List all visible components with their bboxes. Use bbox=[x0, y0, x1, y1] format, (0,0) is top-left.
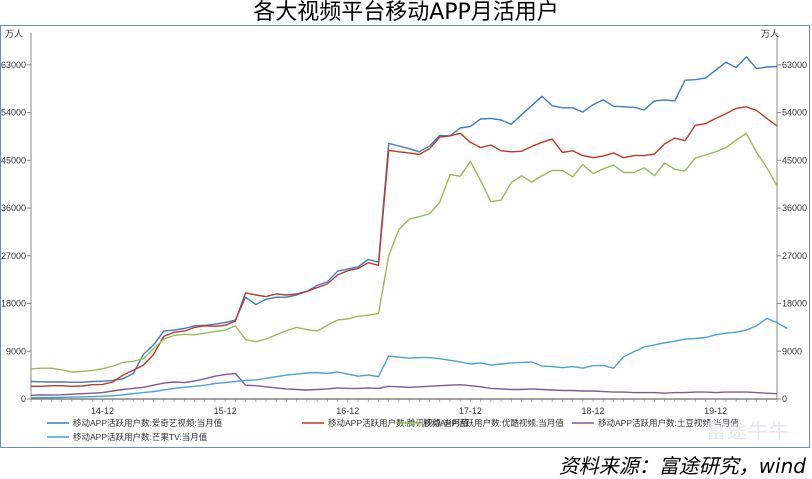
x-tick-label: 19-12 bbox=[704, 406, 727, 416]
y-tick-label-left: 54000 bbox=[1, 108, 26, 118]
legend-label-5: 移动APP活跃用户数:芒果TV:当月值 bbox=[73, 432, 208, 442]
x-tick-label: 17-12 bbox=[459, 406, 482, 416]
legend-label-1: 移动APP活跃用户数:爱奇艺视频:当月值 bbox=[73, 418, 223, 428]
y-tick-label-left: 36000 bbox=[1, 203, 26, 213]
x-tick-label: 18-12 bbox=[582, 406, 605, 416]
x-tick-label: 16-12 bbox=[336, 406, 359, 416]
page-title: 各大视频平台移动APP月活用户 bbox=[253, 0, 559, 25]
y-tick-label-left: 45000 bbox=[1, 155, 26, 165]
y-tick-label-right: 63000 bbox=[782, 60, 807, 70]
y-tick-label-right: 27000 bbox=[782, 251, 807, 261]
y-tick-label-left: 9000 bbox=[6, 346, 26, 356]
y-tick-label-left: 0 bbox=[21, 394, 26, 404]
source-note: 资料来源：富途研究，wind bbox=[558, 454, 806, 478]
y-unit-right: 万人 bbox=[761, 29, 779, 39]
y-tick-label-left: 27000 bbox=[1, 251, 26, 261]
y-tick-label-left: 18000 bbox=[1, 299, 26, 309]
legend-label-4: 移动APP活跃用户数:土豆视频:当月值 bbox=[598, 418, 739, 428]
y-tick-label-left: 63000 bbox=[1, 60, 26, 70]
y-tick-label-right: 36000 bbox=[782, 203, 807, 213]
chart-frame: 万人 万人 0 0 9000 9000 18000 18000 27000 27000 36000 3… bbox=[0, 25, 810, 448]
y-unit-left: 万人 bbox=[5, 29, 23, 39]
y-tick-label-right: 9000 bbox=[782, 346, 802, 356]
chart-svg: 万人 万人 0 0 9000 9000 18000 18000 27000 27000 36000 3… bbox=[1, 29, 807, 442]
x-tick-label: 15-12 bbox=[214, 406, 237, 416]
y-tick-label-right: 0 bbox=[782, 394, 787, 404]
series-line-5 bbox=[30, 317, 788, 399]
x-tick-label: 14-12 bbox=[91, 406, 114, 416]
series-line-4 bbox=[30, 372, 778, 396]
series-line-2 bbox=[31, 106, 778, 387]
y-tick-label-right: 45000 bbox=[782, 155, 807, 165]
series-line-3 bbox=[30, 132, 778, 373]
y-tick-label-right: 54000 bbox=[782, 108, 807, 118]
series-line-1 bbox=[30, 56, 778, 383]
y-tick-label-right: 18000 bbox=[782, 299, 807, 309]
watermark: 富途牛牛 bbox=[706, 419, 790, 443]
legend-label-3: 移动APP活跃用户数:优酷视频:当月值 bbox=[423, 418, 564, 428]
